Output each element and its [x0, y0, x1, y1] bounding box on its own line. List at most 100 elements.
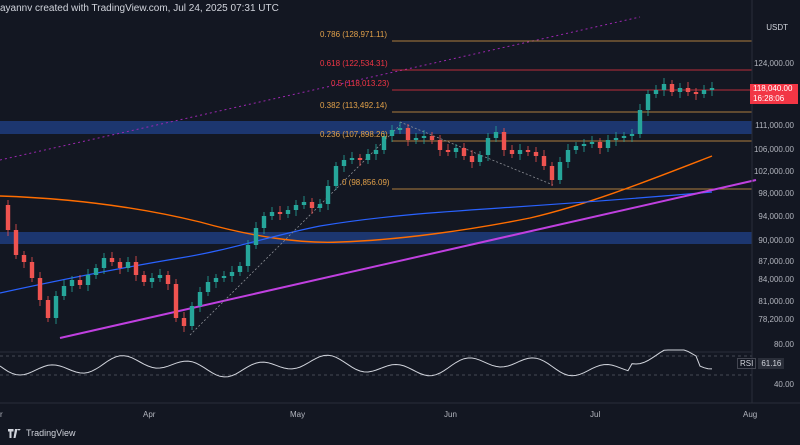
price-tick: 78,200.00	[758, 315, 794, 324]
candle-body	[637, 110, 643, 134]
candle-body	[301, 202, 307, 205]
fib-level-label: 0.382 (113,492.14)	[320, 101, 388, 110]
candle-body	[429, 136, 435, 140]
ascending-trendline	[59, 179, 757, 339]
price-tick: 81,000.00	[758, 297, 794, 306]
candle-body	[381, 136, 387, 150]
candle-body	[269, 212, 275, 216]
bar-countdown: 16:28:06	[753, 94, 785, 103]
candle-body	[341, 160, 347, 166]
resistance-zone	[0, 121, 752, 134]
fib-level-label: 0.236 (107,898.26)	[320, 130, 388, 139]
candle-body	[453, 148, 459, 152]
candle-body	[413, 138, 419, 140]
candle-body	[77, 280, 83, 285]
candle-body	[581, 144, 587, 146]
candle-body	[237, 266, 243, 272]
candle-body	[93, 268, 99, 275]
candle-body	[277, 212, 283, 214]
candle-body	[213, 278, 219, 282]
month-label: May	[290, 410, 306, 419]
rsi-pane[interactable]	[0, 349, 752, 378]
fib-level-label: 0.618 (122,534.31)	[320, 59, 388, 68]
price-unit-label: USDT	[766, 23, 788, 32]
candle-body	[173, 284, 179, 318]
rsi-line	[0, 349, 713, 378]
fib-level-label: 0.786 (128,971.11)	[320, 30, 388, 39]
candle-body	[573, 146, 579, 150]
candle-body	[53, 296, 59, 318]
rsi-title: RSI	[737, 358, 757, 369]
candle-body	[597, 142, 603, 148]
candle-body	[589, 142, 595, 144]
candle-body	[485, 138, 491, 155]
tradingview-logo[interactable]: TradingView	[8, 428, 76, 438]
price-tick: 90,000.00	[758, 236, 794, 245]
candle-body	[317, 204, 323, 208]
candle-body	[5, 205, 11, 230]
price-tick: 98,000.00	[758, 189, 794, 198]
candle-body	[141, 275, 147, 282]
candle-body	[645, 94, 651, 110]
candle-body	[421, 136, 427, 138]
candlestick-series[interactable]	[5, 78, 715, 332]
price-tick: 87,000.00	[758, 257, 794, 266]
month-label: r	[0, 410, 3, 419]
candle-body	[613, 138, 619, 140]
candle-body	[125, 262, 131, 268]
fib-level-label: 0.5 (118,013.23)	[331, 79, 390, 88]
candle-body	[133, 262, 139, 275]
fib-anchor-line-2	[399, 121, 554, 186]
candle-body	[205, 282, 211, 292]
candle-body	[701, 90, 707, 94]
candle-body	[45, 300, 51, 318]
candle-body	[357, 158, 363, 160]
candle-body	[669, 84, 675, 92]
candle-body	[109, 258, 115, 262]
tradingview-logo-icon	[8, 428, 21, 438]
candle-body	[349, 158, 355, 160]
candle-body	[477, 155, 483, 162]
candle-body	[37, 278, 43, 300]
candle-body	[325, 186, 331, 204]
price-tick: 111,000.00	[755, 121, 794, 130]
candle-body	[229, 272, 235, 276]
price-tick: 102,000.00	[753, 167, 794, 176]
month-label: Apr	[143, 410, 156, 419]
candle-body	[621, 136, 627, 138]
candle-body	[29, 262, 35, 278]
fib-level-label: 0 (98,856.09)	[342, 178, 390, 187]
rsi-legend[interactable]: RSI 61.16	[737, 358, 785, 369]
candle-body	[245, 245, 251, 266]
candle-body	[565, 150, 571, 162]
candle-body	[469, 156, 475, 162]
price-tick: 94,000.00	[758, 212, 794, 221]
candle-body	[293, 205, 299, 210]
month-label: Jul	[590, 410, 601, 419]
candle-body	[69, 280, 75, 286]
candle-body	[541, 156, 547, 166]
candle-body	[517, 150, 523, 154]
rsi-tick: 80.00	[773, 340, 794, 349]
candle-body	[509, 150, 515, 154]
candle-body	[557, 162, 563, 180]
candle-body	[501, 132, 507, 150]
candle-body	[549, 166, 555, 180]
last-price-badge: 118,040.00 16:28:06	[750, 84, 798, 104]
price-tick: 84,000.00	[758, 275, 794, 284]
fib-retracement[interactable]	[392, 40, 752, 190]
fib-anchor-line	[189, 124, 401, 336]
support-zone	[0, 232, 752, 244]
ma-slow-line	[0, 191, 713, 294]
candle-body	[373, 150, 379, 154]
candle-body	[117, 262, 123, 268]
ma-fast-line	[0, 155, 713, 243]
candle-body	[13, 230, 19, 255]
rsi-value: 61.16	[758, 358, 785, 369]
candle-body	[365, 154, 371, 160]
candle-body	[661, 84, 667, 90]
candle-body	[461, 148, 467, 156]
candle-body	[101, 258, 107, 268]
candle-body	[149, 278, 155, 282]
